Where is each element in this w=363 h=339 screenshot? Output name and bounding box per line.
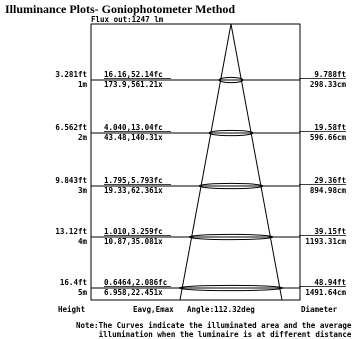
height-ft-label: 6.562ft [55,123,87,132]
height-ft-label: 16.4ft [60,278,87,287]
footer-eavg: Eavg,Emax [133,305,174,314]
height-ft-label: 9.843ft [55,176,87,185]
illuminance-fc-label: 16.16,52.14fc [104,70,163,79]
height-m-label: 1m [78,80,88,89]
cone-right-edge [230,23,283,301]
note-line-2: illumination when the luminaire is at di… [76,330,352,339]
illuminance-lx-label: 6.958,22.451x [104,288,163,297]
diameter-cm-label: 894.98cm [310,186,347,195]
diameter-ft-label: 48.94ft [314,278,346,287]
cone-left-edge [179,23,232,301]
footer-diameter: Diameter [301,305,338,314]
diagram-frame [90,23,301,301]
diameter-ft-label: 39.15ft [314,227,346,236]
note-line-1: Note:The Curves indicate the illuminated… [76,321,352,330]
height-m-label: 2m [78,133,88,142]
height-ft-label: 13.12ft [55,227,87,236]
illuminance-lx-label: 43.48,140.31x [104,133,163,142]
illuminance-fc-label: 1.010,3.259fc [104,227,163,236]
footer-height: Height [58,305,86,314]
footer-angle: Angle:112.32deg [187,305,255,314]
page-title: Illuminance Plots- Goniophotometer Metho… [5,2,236,16]
illuminated-area-ellipse [178,284,284,292]
height-m-label: 4m [78,237,88,246]
diameter-cm-label: 596.66cm [310,133,347,142]
diameter-cm-label: 1193.31cm [305,237,346,246]
note: Note:The Curves indicate the illuminated… [76,321,351,339]
diameter-ft-label: 19.58ft [314,123,346,132]
height-ft-label: 3.281ft [55,70,87,79]
diameter-ft-label: 29.36ft [314,176,346,185]
illuminance-fc-label: 0.6464,2.086fc [104,278,167,287]
illuminated-area-ellipse [188,233,274,241]
illuminance-fc-label: 1.795,5.793fc [104,176,163,185]
flux-label: Flux out:1247 lm [91,15,164,24]
illuminated-area-ellipse [218,76,244,84]
illuminated-area-ellipse [198,182,264,190]
height-m-label: 5m [78,288,88,297]
illuminance-lx-label: 10.87,35.081x [104,237,163,246]
illuminance-lx-label: 173.9,561.21x [104,80,163,89]
illuminance-lx-label: 19.33,62.361x [104,186,163,195]
height-m-label: 3m [78,186,88,195]
diameter-cm-label: 1491.64cm [305,288,346,297]
diameter-ft-label: 9.788ft [314,70,346,79]
illuminated-area-ellipse [208,129,254,137]
illuminance-fc-label: 4.040,13.04fc [104,123,163,132]
diameter-cm-label: 298.33cm [310,80,347,89]
